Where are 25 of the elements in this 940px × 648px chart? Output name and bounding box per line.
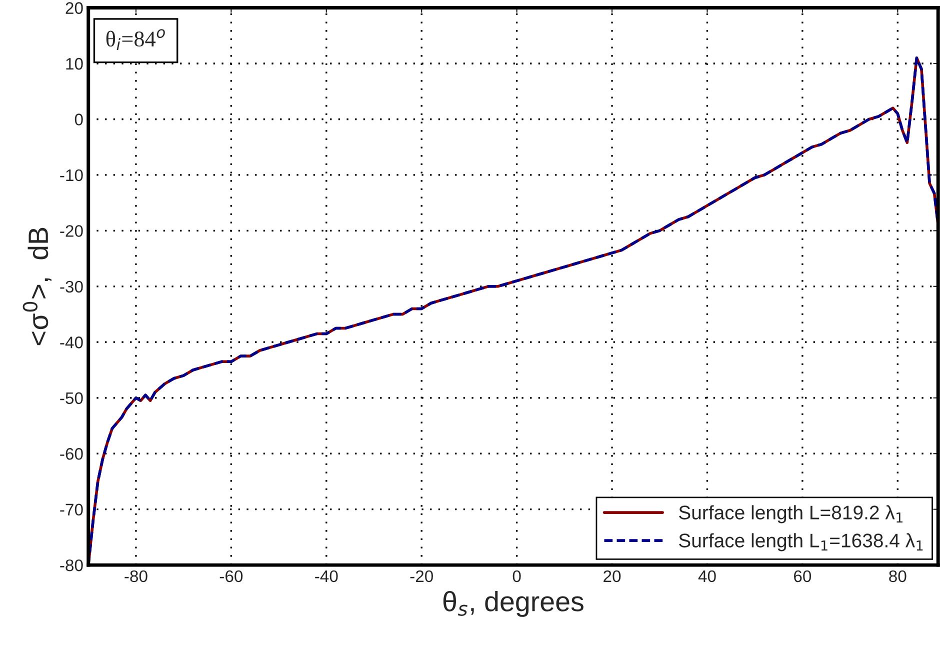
y-tick-label: -40 xyxy=(60,336,83,348)
y-axis-title: <σ$^{0}$>, dB xyxy=(22,228,52,346)
y-tick-label: -30 xyxy=(60,280,83,293)
x-tick-label: 60 xyxy=(794,570,812,582)
y-tick-label: -10 xyxy=(60,169,83,182)
y-tick-label: -60 xyxy=(60,448,83,460)
y-tick-label: -20 xyxy=(60,225,83,237)
x-tick-label: 0 xyxy=(512,570,521,582)
x-tick-label: -20 xyxy=(410,570,433,582)
legend-label: Surface length L$_{1}$=1638.4 λ$_{1}$ xyxy=(679,533,923,552)
x-tick-label: 40 xyxy=(698,570,716,582)
y-tick-label: 20 xyxy=(66,2,83,14)
legend-label: Surface length L=819.2 λ$_{1}$ xyxy=(679,505,902,524)
y-tick-label: -70 xyxy=(60,504,83,516)
x-tick-label: -40 xyxy=(315,570,338,582)
y-tick-label: -80 xyxy=(60,559,83,572)
x-tick-label: -60 xyxy=(220,570,243,582)
x-tick-label: 80 xyxy=(889,570,906,582)
x-tick-label: 20 xyxy=(604,570,621,582)
y-tick-label: -50 xyxy=(60,392,83,404)
y-tick-label: 0 xyxy=(74,114,83,126)
x-axis-title: θ$_{s}$, degrees xyxy=(443,591,584,617)
x-tick-label: -80 xyxy=(124,570,148,582)
annotation: θ$_{i}$=84$^{o}$ xyxy=(106,29,165,50)
y-tick-label: 10 xyxy=(66,58,83,70)
